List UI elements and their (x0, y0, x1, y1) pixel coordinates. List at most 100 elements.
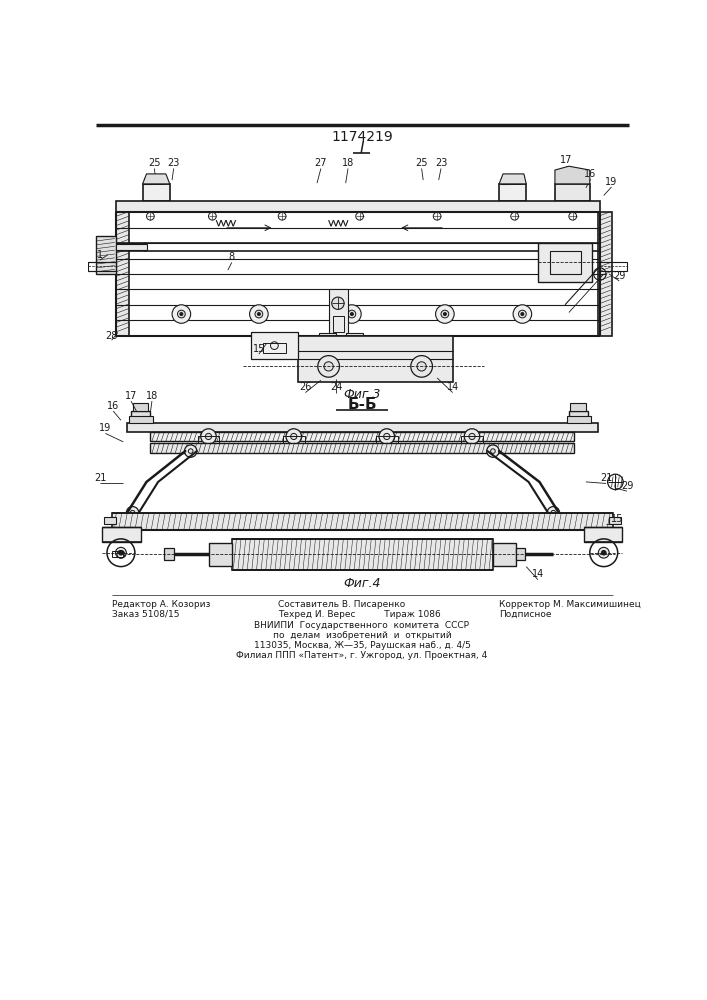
Polygon shape (129, 416, 153, 423)
Bar (555, 184, 590, 201)
Polygon shape (143, 174, 170, 184)
Text: 14: 14 (447, 382, 459, 392)
Circle shape (547, 507, 559, 519)
Text: Подписное: Подписное (499, 610, 551, 619)
Circle shape (348, 310, 356, 318)
Text: 27: 27 (315, 158, 327, 168)
Circle shape (379, 429, 395, 444)
Circle shape (209, 212, 216, 220)
Circle shape (180, 312, 183, 316)
Bar (104, 517, 115, 524)
Text: Филиал ППП «Патент», г. Ужгород, ул. Проектная, 4: Филиал ППП «Патент», г. Ужгород, ул. Про… (236, 651, 488, 660)
Text: 21: 21 (600, 473, 612, 483)
Bar (143, 184, 170, 201)
Circle shape (521, 312, 524, 316)
Text: 25: 25 (416, 158, 428, 168)
Text: Фиг.3: Фиг.3 (343, 388, 380, 401)
Bar (549, 251, 580, 274)
Bar (151, 443, 574, 453)
Bar (149, 180, 164, 184)
Circle shape (291, 433, 297, 440)
Text: 19: 19 (605, 177, 618, 187)
Circle shape (146, 212, 154, 220)
Bar (538, 243, 592, 282)
Bar (571, 403, 586, 411)
Bar (461, 436, 483, 445)
Text: 23: 23 (435, 158, 448, 168)
Bar (583, 527, 622, 542)
Circle shape (188, 449, 193, 453)
Bar (600, 262, 627, 271)
Text: 15: 15 (252, 344, 265, 354)
Text: Корректор М. Максимишинец: Корректор М. Максимишинец (499, 600, 641, 609)
Text: 21: 21 (94, 473, 106, 483)
Circle shape (443, 312, 446, 316)
Bar (506, 180, 521, 184)
Text: 113035, Москва, Ж—35, Раушская наб., д. 4/5: 113035, Москва, Ж—35, Раушская наб., д. … (254, 641, 470, 650)
Bar (198, 436, 219, 445)
Text: Составитель В. Писаренко: Составитель В. Писаренко (279, 600, 406, 609)
Text: 8: 8 (228, 252, 235, 262)
Bar (251, 332, 298, 359)
Circle shape (411, 356, 433, 377)
Bar (209, 543, 232, 566)
Text: 17: 17 (125, 391, 137, 401)
Text: 1: 1 (97, 250, 103, 260)
Bar (232, 539, 493, 570)
Polygon shape (555, 166, 590, 184)
Text: Б-Б: Б-Б (347, 397, 377, 412)
Circle shape (417, 362, 426, 371)
Text: 16: 16 (585, 169, 597, 179)
Circle shape (185, 445, 197, 457)
Circle shape (172, 305, 191, 323)
Circle shape (433, 212, 441, 220)
Circle shape (510, 212, 518, 220)
Bar (569, 411, 588, 423)
Circle shape (324, 362, 333, 371)
Bar (112, 513, 613, 530)
Bar (499, 184, 526, 201)
Circle shape (177, 310, 185, 318)
Text: 25: 25 (148, 158, 160, 168)
Bar (115, 244, 146, 250)
Bar (320, 333, 337, 355)
Text: 23: 23 (168, 158, 180, 168)
Text: 1174219: 1174219 (331, 130, 393, 144)
Bar (132, 403, 148, 411)
Bar (112, 551, 123, 557)
Bar (127, 423, 597, 432)
Circle shape (286, 429, 301, 444)
Bar (516, 548, 525, 560)
Circle shape (332, 297, 344, 309)
Bar (115, 212, 129, 336)
Circle shape (317, 356, 339, 377)
Text: ВНИИПИ  Государственного  комитета  СССР: ВНИИПИ Государственного комитета СССР (255, 621, 469, 630)
Bar (131, 411, 151, 423)
Circle shape (279, 212, 286, 220)
Circle shape (518, 310, 526, 318)
Circle shape (115, 547, 127, 558)
Bar (96, 235, 115, 274)
Circle shape (384, 433, 390, 440)
Circle shape (127, 507, 139, 519)
Circle shape (130, 510, 135, 515)
Text: 16: 16 (107, 401, 119, 411)
Circle shape (569, 212, 577, 220)
Circle shape (441, 310, 449, 318)
Text: 15: 15 (611, 514, 623, 524)
Bar (493, 543, 516, 566)
Bar (283, 436, 305, 445)
Text: 24: 24 (330, 382, 343, 392)
Circle shape (250, 305, 268, 323)
Circle shape (257, 312, 260, 316)
Circle shape (348, 337, 361, 349)
Circle shape (602, 550, 606, 555)
Text: по  делам  изобретений  и  открытий: по делам изобретений и открытий (273, 631, 451, 640)
Text: 26: 26 (299, 382, 312, 392)
Bar (103, 527, 141, 542)
Circle shape (119, 550, 123, 555)
Polygon shape (566, 416, 590, 423)
Circle shape (356, 212, 363, 220)
Circle shape (255, 310, 263, 318)
Text: Фиг.4: Фиг.4 (343, 577, 380, 590)
